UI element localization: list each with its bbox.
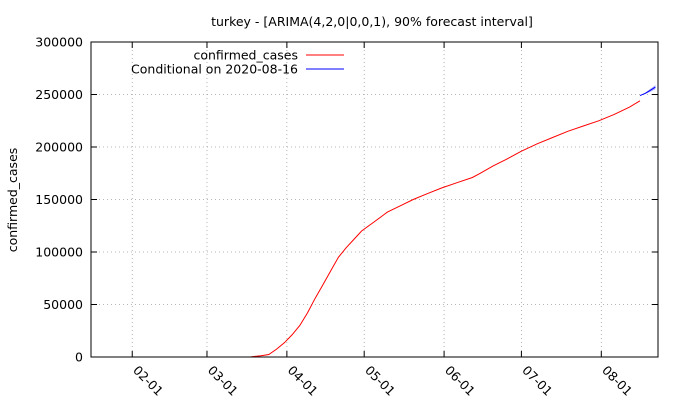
forecast-interval-band	[640, 85, 656, 96]
x-tick-label: 03-01	[205, 363, 241, 399]
y-tick-label: 0	[75, 350, 83, 365]
x-tick-label: 05-01	[362, 363, 398, 399]
grid-lines	[91, 42, 658, 357]
plot-frame	[90, 41, 659, 358]
axis-ticks: 0 50000 100000 150000 200000 250000 300000 02-0…	[35, 35, 658, 399]
y-tick-label: 300000	[35, 35, 83, 50]
series-line-forecast	[639, 86, 656, 97]
series-line-confirmed-cases	[230, 100, 641, 358]
series-lines	[230, 86, 656, 358]
legend-label: Conditional on 2020-08-16	[131, 62, 298, 77]
legend-label: confirmed_cases	[193, 48, 298, 63]
y-tick-label: 200000	[35, 140, 83, 155]
y-axis-label: confirmed_cases	[5, 148, 20, 253]
y-tick-label: 150000	[35, 192, 83, 207]
x-tick-label: 04-01	[285, 363, 321, 399]
x-tick-label: 07-01	[519, 363, 555, 399]
y-tick-label: 250000	[35, 87, 83, 102]
x-tick-label: 08-01	[599, 363, 635, 399]
y-tick-label: 100000	[35, 245, 83, 260]
chart-title: turkey - [ARIMA(4,2,0|0,0,1), 90% foreca…	[211, 14, 533, 29]
x-tick-label: 06-01	[442, 363, 478, 399]
forecast-interval	[640, 85, 656, 96]
y-tick-label: 50000	[43, 297, 83, 312]
x-tick-label: 02-01	[130, 363, 166, 399]
